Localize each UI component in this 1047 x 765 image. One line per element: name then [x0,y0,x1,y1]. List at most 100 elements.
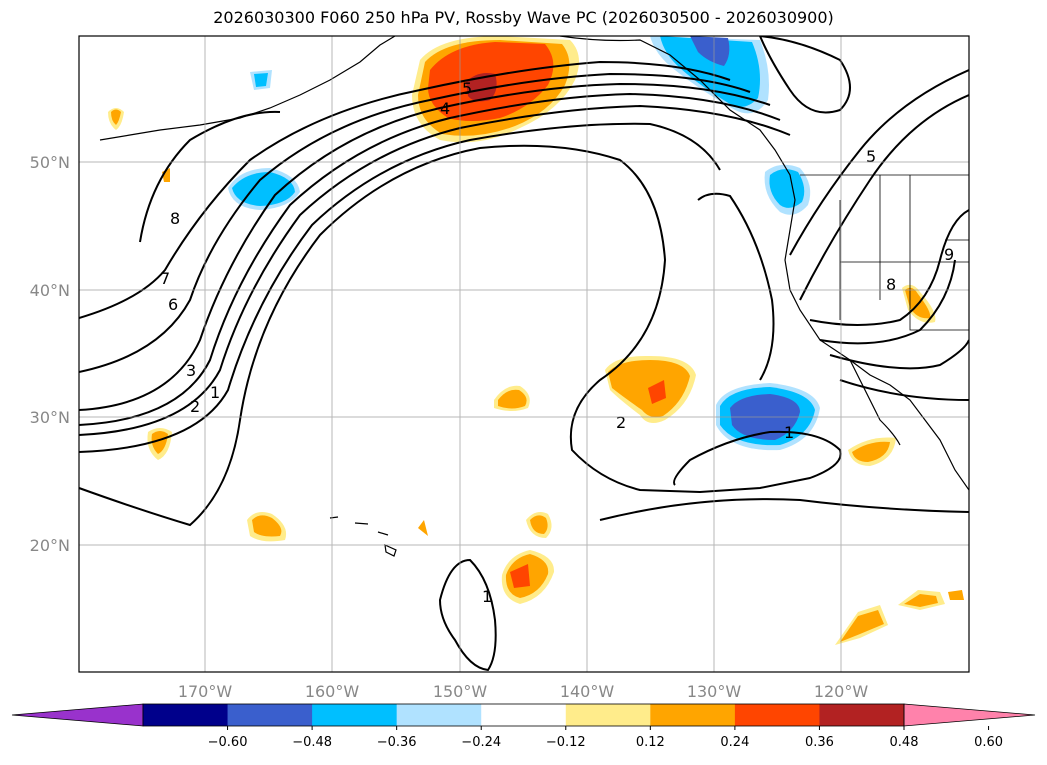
alaska-gulf-coastline [559,36,969,491]
positive-anomaly-patch-west-edge-core [111,109,121,125]
contour-label-1-east: 1 [784,423,794,442]
pv-contour-ridge-5 [789,69,969,256]
positive-anomaly-patch-146w-31n-core [498,389,527,409]
pv-contour-ridge-7 [809,209,969,326]
contour-label-7: 7 [160,269,170,288]
colorbar-tick-label: −0.60 [208,735,248,750]
colorbar-tick-label: 0.12 [636,735,665,750]
colorbar-segment [312,704,398,726]
positive-anomaly-patch-tropical-east-core [840,610,884,642]
colorbar-tick-label: −0.12 [546,735,586,750]
positive-anomaly-tiny-152w-21n [418,520,428,536]
pv-contour-7 [79,60,731,319]
contour-label-2: 2 [190,397,200,416]
contour-label-8-ridge: 8 [886,275,896,294]
colorbar-extend-high [903,703,1036,727]
hawaii-islands [329,516,397,557]
colorbar-tick-label: 0.24 [720,735,749,750]
latitude-labels: 50°N 40°N 30°N 20°N [30,153,70,555]
negative-anomaly-central-north-pacific-core [232,172,295,206]
lat-label-40n: 40°N [30,281,70,300]
pv-contour-north-loop [758,36,851,114]
contour-label-3: 3 [186,361,196,380]
pv-contour-1-south [599,498,969,521]
coastlines [99,36,969,557]
colorbar-segment [565,704,651,726]
lat-label-20n: 20°N [30,536,70,555]
contour-label-5: 5 [462,79,472,98]
contour-label-1-south: 1 [482,587,492,606]
map-content: 5 4 8 7 6 3 2 1 2 1 1 5 8 9 [79,36,969,672]
contour-labels: 5 4 8 7 6 3 2 1 2 1 1 5 8 9 [160,79,954,606]
pv-contour-8-west [139,110,281,243]
pv-contour-ridge-4 [839,379,969,401]
contour-label-9-ridge: 9 [944,245,954,264]
colorbar-tick-label: −0.24 [461,735,501,750]
map-title: 2026030300 F060 250 hPa PV, Rossby Wave … [213,8,834,27]
contour-label-8: 8 [170,209,180,228]
colorbar-segment [143,704,229,726]
contour-label-1: 1 [210,383,220,402]
lon-label-120w: 120°W [814,682,869,701]
lon-label-130w: 130°W [687,682,742,701]
pv-contour-ridge-9 [829,339,969,370]
map-frame [78,35,970,673]
colorbar-segment [650,704,736,726]
positive-anomaly-subtropical-central-pacific-max [648,380,666,404]
colorbar-tick-label: 0.60 [974,735,1003,750]
pv-contour-3 [79,104,791,436]
contour-label-2-trough: 2 [616,413,626,432]
positive-anomaly-patch-california-core [905,287,931,319]
negative-anomaly-small-bering-core [254,73,268,87]
positive-anomaly-tiny-170w-48n [162,168,170,182]
lon-label-160w: 160°W [305,682,360,701]
lon-label-150w: 150°W [433,682,488,701]
positive-anomaly-patch-143w-21n-core [530,515,548,534]
positive-anomaly-patch-175w-28n-core [151,431,168,454]
colorbar-tick-label: −0.36 [377,735,417,750]
pv-contour-5 [79,82,771,411]
pv-contour-6 [79,72,751,373]
anomaly-shading [108,36,964,645]
positive-anomaly-patch-tropical-east-3 [948,590,964,600]
lat-label-50n: 50°N [30,153,70,172]
colorbar-extend-low [11,703,144,727]
state-borders [839,175,969,331]
contour-label-6: 6 [168,295,178,314]
pv-contour-2 [79,122,721,453]
longitude-labels: 170°W 160°W 150°W 140°W 130°W 120°W [178,682,869,701]
alaska-coastline [99,36,396,141]
colorbar-segment [227,704,313,726]
positive-anomaly-patch-tropical-east-2-core [904,594,938,607]
colorbar-tick-label: 0.48 [890,735,919,750]
positive-anomaly-patch-145w-17n-max [510,564,530,588]
colorbar-segment [734,704,820,726]
negative-anomaly-washington-core [769,169,805,208]
colorbar-tick-label: −0.48 [292,735,332,750]
gridlines [79,36,969,672]
pv-contour-1-loop-hawaii [438,558,497,672]
baja-coastline [849,359,901,446]
contour-label-5-ridge: 5 [866,147,876,166]
colorbar-segment [819,704,905,726]
pv-contour-1-large-trough [79,144,842,527]
negative-anomaly-bc-coast-max [690,36,730,66]
lon-label-140w: 140°W [560,682,615,701]
colorbar-frame [142,703,905,727]
positive-anomaly-patch-baja-core [852,441,890,462]
pv-contour-ridge-8 [819,259,956,345]
pv-contour-trough-east [697,192,775,381]
colorbar: −0.60 −0.48 −0.36 −0.24 −0.12 0.12 0.24 0.36 0.4… [11,703,1036,750]
positive-anomaly-patch-165w-21n-core [252,515,282,537]
lat-label-30n: 30°N [30,408,70,427]
negative-anomaly-bc-coast-core [660,36,760,107]
contour-label-4: 4 [440,99,450,118]
pv-contours [79,36,969,672]
pv-contour-ridge-6 [799,94,969,301]
lon-label-170w: 170°W [178,682,233,701]
borders [800,174,969,331]
colorbar-segment [481,704,567,726]
colorbar-tick-label: 0.36 [805,735,834,750]
colorbar-segment [396,704,482,726]
